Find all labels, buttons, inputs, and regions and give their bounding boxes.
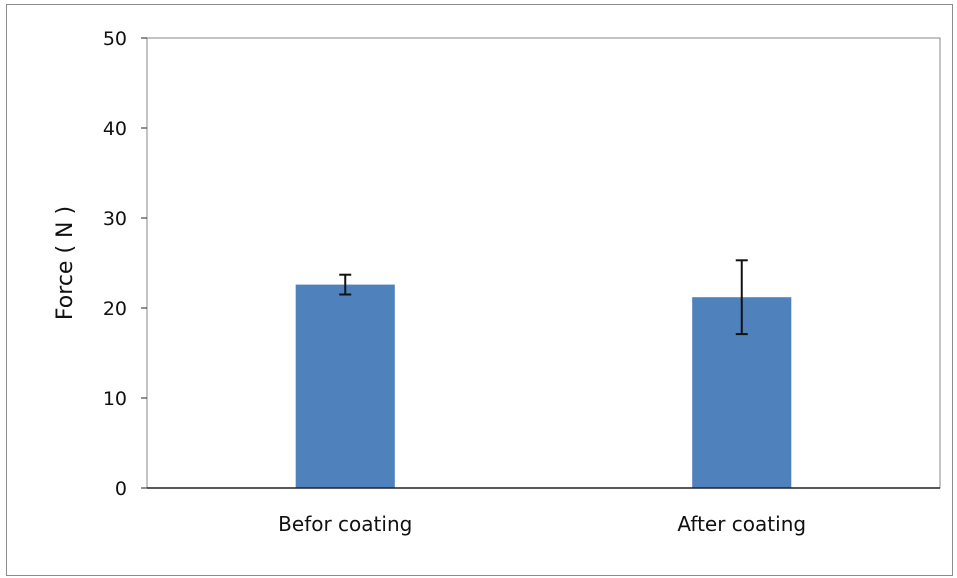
- plot-area: [146, 37, 941, 489]
- y-tick-label: 40: [103, 118, 127, 140]
- bars: [295, 284, 792, 488]
- y-tick-label: 0: [115, 478, 127, 500]
- bar: [295, 284, 395, 488]
- y-axis-ticks: 0 10 20 30 40 50: [103, 28, 147, 500]
- x-axis-labels: Befor coating After coating: [278, 512, 806, 536]
- error-bars: [339, 259, 748, 336]
- y-tick-label: 20: [103, 298, 127, 320]
- y-tick-label: 50: [103, 28, 127, 50]
- chart-frame: [6, 4, 953, 576]
- category-label: Befor coating: [278, 512, 412, 536]
- y-tick-label: 10: [103, 388, 127, 410]
- y-axis-label: Force ( N ): [53, 206, 78, 320]
- category-label: After coating: [677, 512, 806, 536]
- y-tick-label: 30: [103, 208, 127, 230]
